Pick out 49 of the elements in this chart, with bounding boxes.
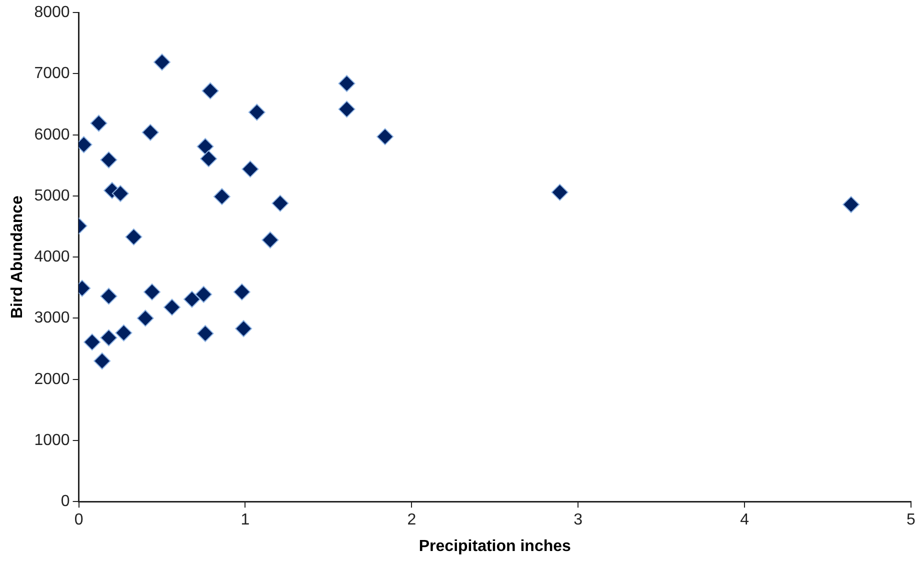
point	[235, 320, 252, 338]
y-tick-label: 7000	[34, 65, 70, 82]
point	[94, 352, 111, 370]
point	[100, 151, 118, 168]
y-tick-label: 1000	[34, 432, 70, 449]
point	[84, 334, 101, 351]
point	[233, 283, 250, 300]
y-tick-label: 2000	[34, 370, 70, 388]
point	[338, 75, 356, 92]
point	[136, 310, 154, 327]
point	[154, 54, 171, 71]
x-axis-title: Precipitation inches	[418, 538, 572, 555]
x-tick-label: 5	[906, 512, 916, 529]
point	[213, 188, 230, 206]
point	[195, 286, 212, 303]
point	[262, 231, 279, 248]
point	[112, 185, 129, 202]
y-tick-label: 3000	[34, 310, 70, 327]
point	[376, 128, 394, 146]
point	[248, 104, 266, 121]
point	[90, 114, 108, 132]
point	[183, 290, 200, 308]
point	[200, 150, 218, 168]
point	[115, 324, 132, 342]
y-tick-label: 6000	[34, 126, 70, 144]
point	[551, 184, 568, 201]
x-tick-label: 0	[74, 512, 84, 529]
point	[242, 160, 259, 178]
x-tick-label: 2	[407, 512, 416, 529]
point	[202, 82, 219, 100]
y-axis-title: Bird Abundance	[9, 196, 26, 319]
x-tick-label: 3	[574, 512, 583, 529]
point	[100, 288, 118, 305]
y-tick-label: 0	[60, 493, 70, 510]
point	[196, 325, 214, 342]
y-tick-label: 4000	[34, 248, 70, 266]
y-tick-label: 8000	[34, 4, 70, 22]
x-tick-label: 4	[740, 512, 750, 529]
point	[272, 194, 289, 212]
point	[142, 124, 159, 141]
point	[338, 100, 356, 118]
point	[100, 329, 118, 346]
point	[196, 138, 214, 155]
point	[164, 298, 180, 316]
point	[125, 228, 142, 246]
x-tick-label: 1	[240, 512, 250, 529]
y-tick-label: 5000	[34, 187, 70, 204]
point	[842, 196, 860, 214]
point	[144, 283, 161, 300]
